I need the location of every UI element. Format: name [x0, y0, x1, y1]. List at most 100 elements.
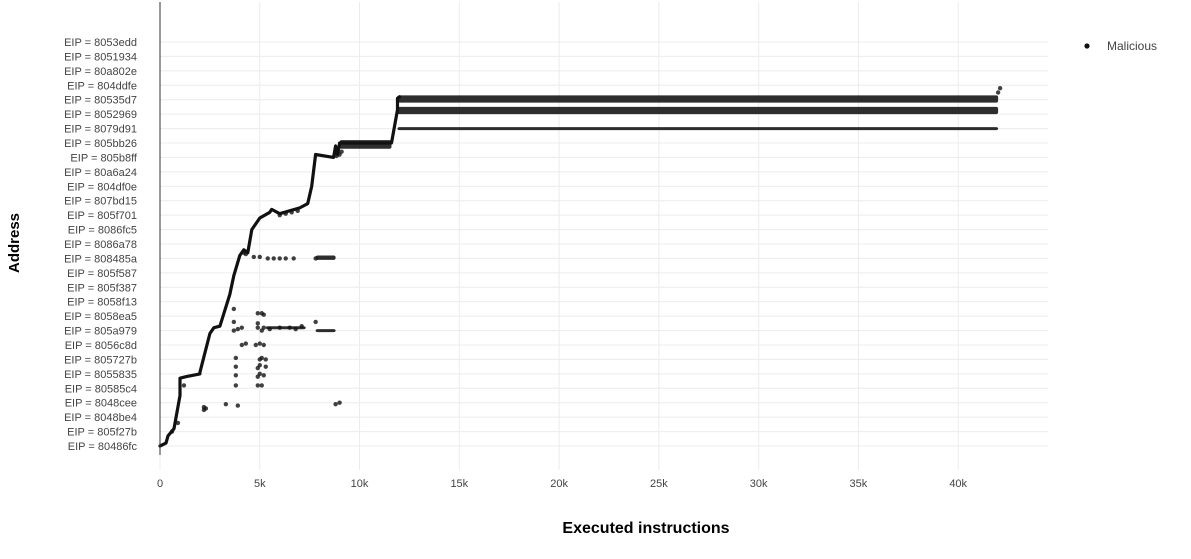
y-tick-label: EIP = 8048be4: [64, 412, 137, 424]
x-tick-label: 15k: [450, 478, 468, 490]
data-point: [995, 90, 1001, 95]
data-point: [253, 342, 258, 348]
data-point: [261, 342, 266, 348]
y-tick-label: EIP = 805a979: [64, 326, 137, 338]
y-tick-label: EIP = 805f701: [67, 210, 137, 222]
data-point: [257, 254, 262, 260]
data-point: [233, 383, 239, 388]
data-point: [251, 254, 256, 260]
data-point: [277, 212, 282, 218]
trace-band: [397, 106, 999, 115]
data-point: [261, 373, 266, 378]
trace-line: [158, 95, 402, 448]
data-point: [259, 355, 264, 361]
y-tick-label: EIP = 8051934: [64, 51, 137, 63]
y-tick-label: EIP = 8086fc5: [68, 225, 137, 237]
y-tick-label: EIP = 80486fc: [68, 441, 138, 453]
y-tick-label: EIP = 805f27b: [67, 427, 137, 439]
data-point: [233, 355, 239, 361]
y-tick-label: EIP = 8086a78: [64, 239, 137, 251]
data-point: [223, 401, 229, 407]
data-point: [313, 319, 318, 325]
data-point: [235, 403, 241, 408]
data-point: [263, 357, 268, 362]
data-point: [299, 324, 304, 329]
y-tick-label: EIP = 805f387: [67, 282, 137, 294]
x-tick-labels: 0 5k 10k 15k 20k 25k 30k 35k 40k: [157, 478, 968, 490]
y-tick-label: EIP = 80585c4: [65, 383, 137, 395]
y-tick-label: EIP = 8055835: [64, 369, 137, 381]
y-tick-label: EIP = 8079d91: [64, 124, 137, 136]
data-point: [289, 210, 294, 215]
trace-path: [158, 95, 402, 448]
y-tick-label: EIP = 80a802e: [64, 66, 137, 78]
data-point: [291, 256, 296, 261]
data-point: [203, 406, 209, 411]
data-point: [233, 373, 239, 378]
trace-band: [315, 329, 336, 333]
y-tick-label: EIP = 805727b: [64, 354, 137, 366]
data-point: [267, 326, 272, 332]
trace-bands: [265, 95, 999, 333]
data-point: [257, 371, 262, 377]
y-tick-label: EIP = 804ddfe: [67, 80, 137, 92]
y-tick-label: EIP = 8056c8d: [65, 340, 137, 352]
data-point: [339, 149, 344, 154]
data-point: [181, 383, 187, 388]
x-tick-label: 25k: [650, 478, 668, 490]
data-point: [257, 363, 262, 368]
data-point: [337, 400, 342, 405]
data-point: [283, 256, 288, 261]
y-tick-label: EIP = 8058ea5: [64, 311, 137, 323]
data-point: [263, 364, 268, 369]
trace-band: [397, 95, 999, 103]
data-point: [257, 341, 262, 346]
y-tick-label: EIP = 8048cee: [65, 398, 137, 410]
y-tick-label: EIP = 80535d7: [64, 95, 137, 107]
data-point: [255, 383, 260, 388]
data-point: [241, 250, 247, 255]
y-tick-label: EIP = 805b8ff: [70, 152, 138, 164]
trace-points: [169, 85, 1003, 434]
data-point: [239, 325, 245, 330]
data-point: [169, 429, 175, 434]
data-point: [231, 328, 237, 333]
data-point: [175, 420, 181, 426]
x-tick-label: 20k: [550, 478, 568, 490]
data-point: [239, 342, 245, 348]
x-tick-label: 30k: [750, 478, 768, 490]
data-point: [313, 256, 318, 261]
y-tick-label: EIP = 8053edd: [64, 37, 137, 49]
grid-lines: [159, 2, 1048, 470]
y-tick-label: EIP = 808485a: [64, 253, 138, 265]
legend-marker: [1084, 43, 1090, 49]
y-tick-label: EIP = 804df0e: [67, 181, 137, 193]
data-point: [277, 256, 282, 261]
x-tick-label: 35k: [850, 478, 868, 490]
data-point: [261, 312, 266, 317]
trace-band: [397, 127, 999, 131]
data-point: [293, 326, 298, 332]
legend[interactable]: Malicious: [1084, 39, 1157, 53]
data-point: [235, 326, 241, 332]
data-point: [261, 325, 266, 330]
data-point: [255, 321, 260, 326]
data-point: [255, 311, 260, 316]
x-tick-label: 10k: [351, 478, 369, 490]
x-axis-title: Executed instructions: [562, 520, 729, 537]
data-point: [287, 325, 292, 330]
trace-band: [315, 255, 336, 260]
x-tick-label: 5k: [254, 478, 266, 490]
data-point: [997, 85, 1003, 91]
y-tick-label: EIP = 807bd15: [64, 196, 137, 208]
data-point: [283, 211, 288, 216]
data-point: [231, 306, 237, 312]
y-tick-label: EIP = 80a6a24: [64, 167, 137, 179]
y-axis-title: Address: [6, 213, 23, 273]
data-point: [295, 208, 300, 214]
data-point: [277, 325, 282, 330]
data-point: [255, 325, 260, 330]
y-tick-labels: EIP = 80486fc EIP = 805f27b EIP = 8048be4 E…: [64, 37, 138, 453]
x-tick-label: 40k: [949, 478, 967, 490]
